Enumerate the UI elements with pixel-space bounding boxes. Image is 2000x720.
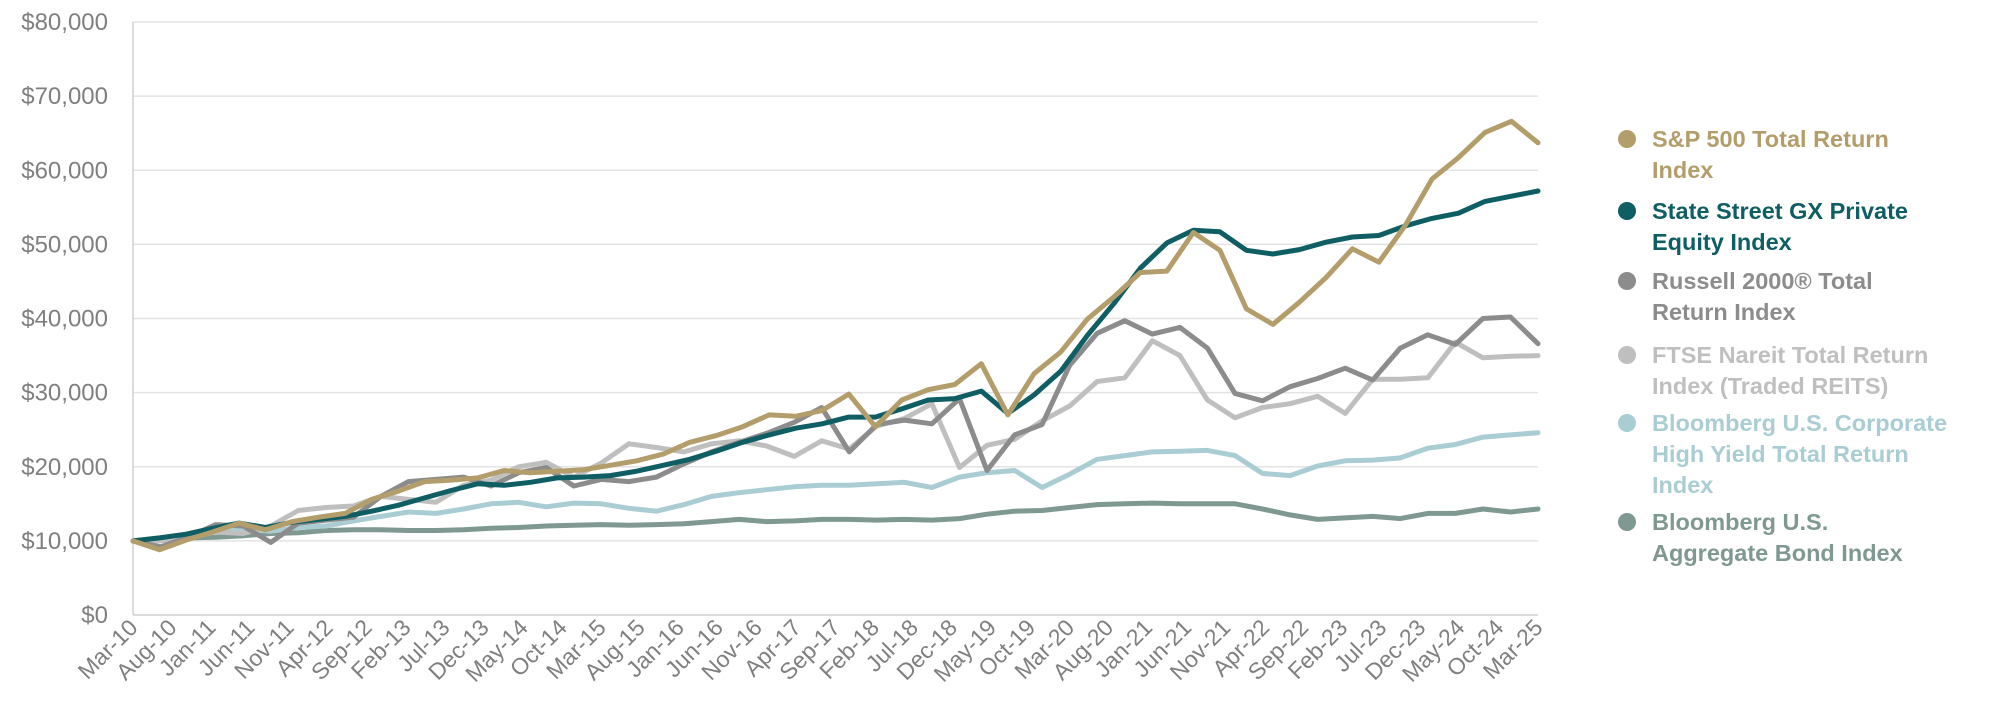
y-tick-label: $20,000: [21, 454, 108, 481]
legend-label: S&P 500 Total Return: [1652, 126, 1889, 152]
legend-marker: [1618, 202, 1636, 220]
legend-label: FTSE Nareit Total Return: [1652, 342, 1928, 368]
y-tick-label: $30,000: [21, 380, 108, 407]
y-tick-label: $10,000: [21, 528, 108, 555]
legend-label: Russell 2000® Total: [1652, 268, 1873, 294]
legend-marker: [1618, 414, 1636, 432]
y-tick-label: $60,000: [21, 157, 108, 184]
legend-label: Index (Traded REITS): [1652, 373, 1888, 399]
y-tick-label: $50,000: [21, 231, 108, 258]
x-axis-ticks: Mar-10Aug-10Jan-11Jun-11Nov-11Apr-12Sep-…: [73, 614, 1548, 687]
y-tick-label: $40,000: [21, 306, 108, 333]
legend-label: Return Index: [1652, 299, 1796, 325]
legend-marker: [1618, 272, 1636, 290]
gridlines: [133, 21, 1538, 542]
legend-label: Equity Index: [1652, 229, 1792, 255]
y-tick-label: $70,000: [21, 83, 108, 110]
y-tick-label: $0: [81, 602, 108, 629]
legend-label: Bloomberg U.S. Corporate: [1652, 410, 1947, 436]
legend: S&P 500 Total Return Index State Street GX…: [1618, 126, 1947, 566]
y-tick-label: $80,000: [21, 9, 108, 36]
series-lines: [130, 118, 1541, 553]
series-line-state-street-gx-private-equity-index: [130, 188, 1541, 544]
legend-marker: [1618, 513, 1636, 531]
legend-label: Aggregate Bond Index: [1652, 540, 1903, 566]
series-line-ftse-nareit-total-return-index-traded-reits: [130, 338, 1541, 544]
series-line-bloomberg-u-s-corporate-high-yield-total-return-index: [130, 430, 1541, 544]
legend-marker: [1618, 130, 1636, 148]
legend-label: Bloomberg U.S.: [1652, 509, 1828, 535]
y-axis-ticks: $0 $10,000 $20,000 $30,000 $40,000 $50,000 $60…: [21, 9, 108, 629]
legend-label: State Street GX Private: [1652, 198, 1908, 224]
legend-label: Index: [1652, 157, 1713, 183]
series-line-russell-2000-total-return-index: [130, 314, 1541, 550]
legend-label: High Yield Total Return: [1652, 441, 1909, 467]
axes: [132, 22, 1538, 616]
legend-marker: [1618, 346, 1636, 364]
series-line-bloomberg-u-s-aggregate-bond-index: [130, 500, 1541, 544]
legend-label: Index: [1652, 472, 1713, 498]
series-line-s-p-500-total-return-index: [130, 118, 1541, 553]
